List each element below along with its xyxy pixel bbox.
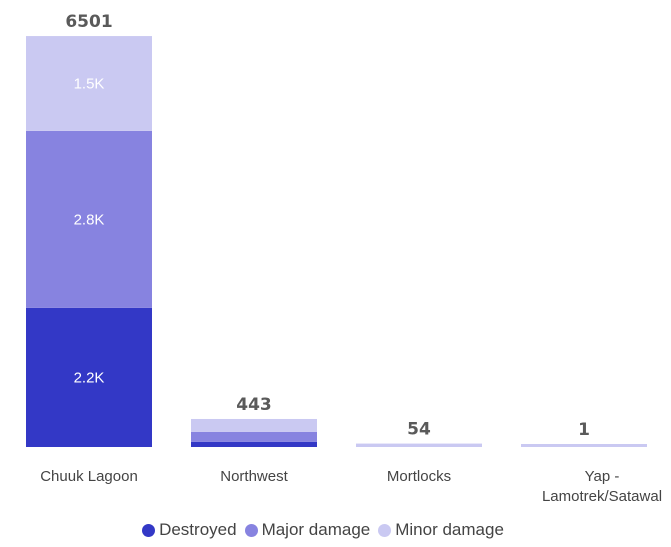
bar-total-label: 6501	[65, 12, 112, 32]
legend-label-minor-damage: Minor damage	[395, 520, 504, 539]
legend-item-major-damage[interactable]: Major damage	[244, 520, 371, 540]
bar-segment-destroyed-1[interactable]	[191, 441, 317, 447]
legend-item-destroyed[interactable]: Destroyed	[142, 520, 237, 540]
x-axis-category-label: Mortlocks	[387, 468, 451, 485]
x-axis-category-label: Lamotrek/Satawal	[542, 488, 662, 505]
bar-segment-major-damage-1[interactable]	[191, 431, 317, 442]
x-axis-category-label: Yap -	[585, 468, 620, 485]
bar-total-label: 443	[236, 395, 272, 415]
legend-dot-destroyed-icon	[142, 523, 156, 537]
segment-value-label: 1.5K	[74, 75, 105, 92]
x-axis-category-label: Northwest	[220, 468, 288, 485]
bar-total-label: 54	[407, 420, 431, 440]
bar-segment-minor-damage-1[interactable]	[191, 418, 317, 432]
legend-item-minor-damage[interactable]: Minor damage	[378, 520, 504, 540]
bar-total-label: 1	[578, 420, 590, 440]
segment-value-label: 2.8K	[74, 211, 105, 228]
bar-segment-minor-damage-0[interactable]	[26, 36, 152, 131]
bar-segment-major-damage-0[interactable]	[26, 130, 152, 308]
bar-segment-destroyed-0[interactable]	[26, 307, 152, 447]
bar-segment-minor-damage-2[interactable]	[356, 443, 482, 447]
segment-value-label: 2.2K	[74, 369, 105, 386]
legend-label-major-damage: Major damage	[261, 520, 371, 539]
legend-label-destroyed: Destroyed	[159, 520, 237, 539]
x-axis-category-label: Chuuk Lagoon	[40, 468, 138, 485]
legend: Destroyed Major damage Minor damage	[0, 520, 650, 540]
legend-dot-major-damage-icon	[244, 523, 258, 537]
bar-segment-minor-damage-3[interactable]	[521, 444, 647, 447]
legend-dot-minor-damage-icon	[378, 523, 392, 537]
